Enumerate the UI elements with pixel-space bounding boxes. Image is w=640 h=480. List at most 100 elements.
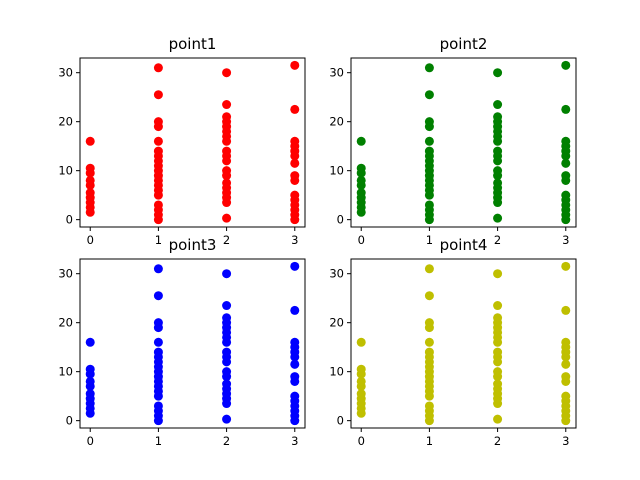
plot-area (350, 57, 577, 228)
scatter-point (153, 337, 163, 347)
scatter-point (222, 68, 232, 78)
scatter-point (290, 190, 300, 200)
scatter-point (356, 136, 366, 146)
x-tick-label: 3 (291, 233, 298, 247)
scatter-point (424, 90, 434, 100)
scatter-point (356, 376, 366, 386)
plot-area (79, 57, 306, 228)
scatter-point (493, 112, 503, 122)
scatter-point (153, 401, 163, 411)
scatter-point (493, 379, 503, 389)
scatter-point (493, 301, 503, 311)
scatter-points (85, 261, 300, 426)
scatter-point (561, 136, 571, 146)
scatter-point (493, 178, 503, 188)
scatter-point (290, 261, 300, 271)
scatter-point (85, 175, 95, 185)
y-tick-label: 20 (58, 115, 73, 129)
x-tick-label: 1 (426, 434, 433, 448)
scatter-point (290, 158, 300, 168)
scatter-point (153, 136, 163, 146)
x-tick-label: 3 (562, 434, 569, 448)
scatter-point (153, 146, 163, 156)
x-tick-label: 1 (155, 233, 162, 247)
x-tick-label: 2 (494, 233, 501, 247)
scatter-point (424, 63, 434, 73)
scatter-point (356, 163, 366, 173)
scatter-points (356, 60, 571, 225)
scatter-point (561, 359, 571, 369)
scatter-point (493, 146, 503, 156)
scatter-point (85, 163, 95, 173)
x-tick-label: 2 (494, 434, 501, 448)
scatter-point (153, 117, 163, 127)
scatter-point (290, 305, 300, 315)
scatter-point (85, 376, 95, 386)
scatter-point (290, 372, 300, 382)
scatter-point (561, 305, 571, 315)
x-tick-label: 1 (155, 434, 162, 448)
scatter-point (561, 190, 571, 200)
subplot-title: point2 (440, 35, 488, 53)
scatter-point (85, 389, 95, 399)
scatter-point (493, 414, 503, 424)
scatter-point (222, 301, 232, 311)
subplot-title: point4 (440, 236, 488, 254)
scatter-point (290, 60, 300, 70)
scatter-point (424, 291, 434, 301)
scatter-point (222, 178, 232, 188)
y-tick-label: 0 (337, 213, 344, 227)
scatter-point (222, 313, 232, 323)
x-tick-label: 3 (562, 233, 569, 247)
scatter-point (561, 171, 571, 181)
plot-area (79, 258, 306, 429)
scatter-point (153, 347, 163, 357)
scatter-point (222, 166, 232, 176)
scatter-point (290, 359, 300, 369)
scatter-point (561, 391, 571, 401)
scatter-point (290, 104, 300, 114)
scatter-point (85, 364, 95, 374)
scatter-point (424, 337, 434, 347)
scatter-point (222, 269, 232, 279)
scatter-point (424, 347, 434, 357)
scatter-point (85, 136, 95, 146)
y-tick-label: 0 (66, 213, 73, 227)
x-tick-label: 0 (87, 434, 94, 448)
y-tick-label: 30 (58, 267, 73, 281)
y-tick-label: 0 (337, 414, 344, 428)
scatter-point (493, 100, 503, 110)
scatter-point (222, 414, 232, 424)
scatter-point (493, 166, 503, 176)
y-tick-label: 10 (329, 164, 344, 178)
x-tick-label: 3 (291, 434, 298, 448)
scatter-point (153, 63, 163, 73)
scatter-point (153, 264, 163, 274)
plot-area (350, 258, 577, 429)
scatter-point (290, 337, 300, 347)
scatter-points (356, 261, 571, 426)
scatter-point (424, 117, 434, 127)
y-tick-label: 0 (66, 414, 73, 428)
scatter-point (493, 367, 503, 377)
scatter-point (356, 188, 366, 198)
scatter-point (222, 213, 232, 223)
scatter-point (561, 372, 571, 382)
scatter-point (561, 104, 571, 114)
subplot-title: point1 (169, 35, 217, 53)
y-tick-label: 20 (58, 316, 73, 330)
y-tick-label: 20 (329, 316, 344, 330)
scatter-point (222, 100, 232, 110)
x-tick-label: 0 (87, 233, 94, 247)
scatter-point (424, 146, 434, 156)
scatter-point (85, 337, 95, 347)
scatter-point (493, 68, 503, 78)
scatter-point (153, 90, 163, 100)
scatter-point (85, 188, 95, 198)
scatter-point (424, 318, 434, 328)
